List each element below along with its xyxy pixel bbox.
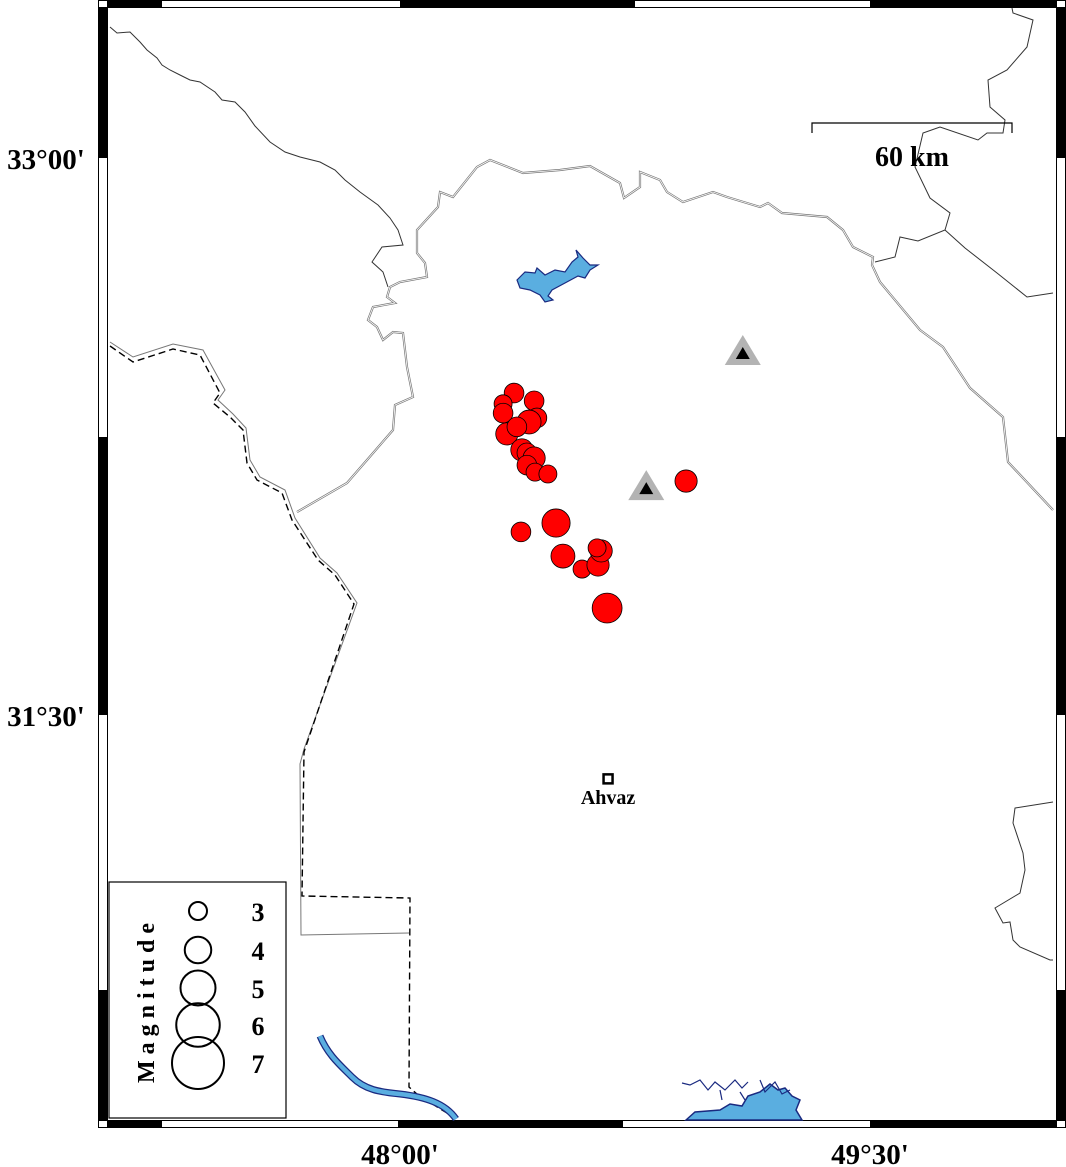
legend-label: 5	[252, 975, 265, 1004]
earthquake-event	[674, 469, 698, 493]
province-border-northeast	[874, 7, 1034, 263]
province-border-southeast	[994, 801, 1054, 961]
earthquake-event	[506, 416, 528, 438]
legend-circle	[171, 1036, 225, 1090]
lon-tick-label: 49°30'	[831, 1139, 909, 1167]
legend-circle	[175, 1002, 221, 1048]
earthquake-event	[523, 390, 545, 412]
province-border-east	[944, 229, 1054, 298]
legend-circle	[188, 901, 208, 921]
earthquake-event	[550, 543, 576, 569]
triangle-station-icon	[724, 334, 761, 365]
magnitude-legend: Magnitude 3 4 5 6 7	[108, 881, 287, 1119]
triangle-station-icon	[628, 470, 665, 501]
square-marker-icon	[602, 773, 614, 785]
earthquake-event	[492, 402, 514, 424]
earthquake-event	[541, 508, 571, 538]
legend-circle	[179, 969, 217, 1007]
city-label: Ahvaz	[581, 787, 636, 809]
earthquake-event	[591, 592, 623, 624]
scale-bar: 60 km	[811, 122, 1013, 173]
legend-title: Magnitude	[134, 917, 160, 1083]
scale-bar-line	[811, 122, 1013, 133]
legend-label: 7	[252, 1050, 265, 1079]
earthquake-event	[587, 538, 607, 558]
earthquake-events	[492, 382, 698, 624]
seismic-stations	[628, 334, 761, 501]
marsh-wetland	[684, 1083, 804, 1121]
scale-bar-label: 60 km	[875, 142, 949, 173]
city-ahvaz: Ahvaz	[581, 773, 636, 809]
lat-tick-label: 31°30'	[7, 701, 85, 733]
river-border-north-inner	[296, 159, 1054, 513]
water-bodies	[316, 249, 804, 1122]
international-border-dashed	[109, 345, 456, 1119]
legend-label: 3	[252, 898, 265, 927]
legend-circle	[183, 935, 213, 965]
boundaries	[109, 7, 1054, 1119]
earthquake-event	[538, 464, 558, 484]
legend-label: 4	[252, 937, 265, 966]
earthquake-event	[510, 521, 532, 543]
province-border-north	[109, 26, 404, 288]
lat-tick-label: 33°00'	[7, 144, 85, 176]
legend-label: 6	[252, 1012, 265, 1041]
boundary-line-west	[109, 341, 410, 936]
legend-box	[108, 881, 287, 1119]
river-fill	[317, 1035, 458, 1121]
reservoir-lake	[516, 249, 601, 303]
marsh-channels	[681, 1079, 791, 1101]
lon-tick-label: 48°00'	[361, 1139, 439, 1167]
